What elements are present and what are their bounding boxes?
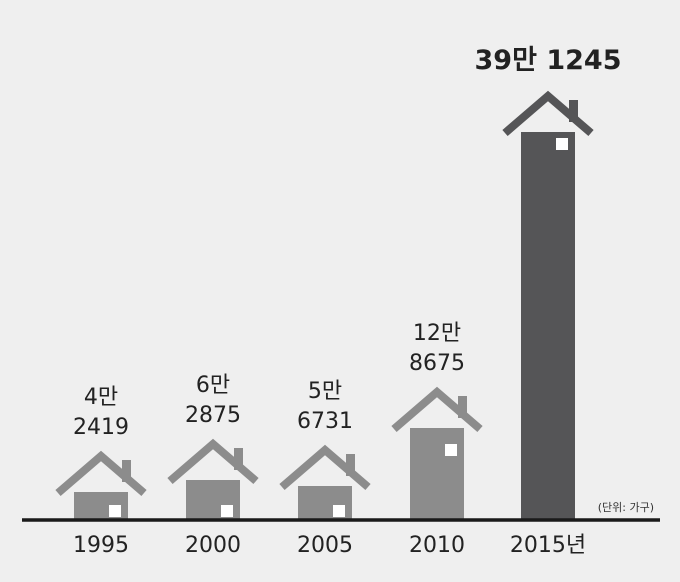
chimney [234, 448, 243, 470]
house-bar [279, 444, 371, 520]
tick-labels: 1995 2000 2005 2010 2015년 [73, 533, 586, 558]
house-bar [167, 438, 259, 520]
value-label: 5만 [308, 379, 342, 404]
x-tick-label: 2005 [297, 533, 353, 558]
x-tick-label: 2010 [409, 533, 465, 558]
house-roof [167, 438, 259, 485]
house-body [410, 428, 464, 520]
x-tick-label: 2000 [185, 533, 241, 558]
house-body [521, 132, 575, 520]
house-bar [391, 386, 483, 520]
house-window [333, 505, 345, 517]
house-roof [279, 444, 371, 491]
house-bar [55, 450, 147, 520]
value-label: 4만 [84, 385, 118, 410]
value-label: 12만 [413, 321, 461, 346]
value-label: 39만 1245 [475, 45, 622, 76]
chimney [569, 100, 578, 122]
house-roof [55, 450, 147, 497]
value-label: 6731 [297, 409, 353, 434]
house-roof [391, 386, 483, 433]
chimney [458, 396, 467, 418]
house-window [109, 505, 121, 517]
value-label: 2875 [185, 403, 241, 428]
value-label: 2419 [73, 415, 129, 440]
house-roof [502, 90, 594, 137]
value-label: 6만 [196, 373, 230, 398]
value-labels: 4만 2419 6만 2875 5만 6731 12만 8675 39만 1245 [73, 45, 621, 440]
house-window [221, 505, 233, 517]
house-window [556, 138, 568, 150]
value-label: 8675 [409, 351, 465, 376]
bars [55, 90, 594, 520]
chimney [346, 454, 355, 476]
house-bar [502, 90, 594, 520]
chimney [122, 460, 131, 482]
x-tick-label: 2015년 [510, 533, 586, 558]
unit-note: (단위: 가구) [598, 501, 654, 514]
x-tick-label: 1995 [73, 533, 129, 558]
house-window [445, 444, 457, 456]
